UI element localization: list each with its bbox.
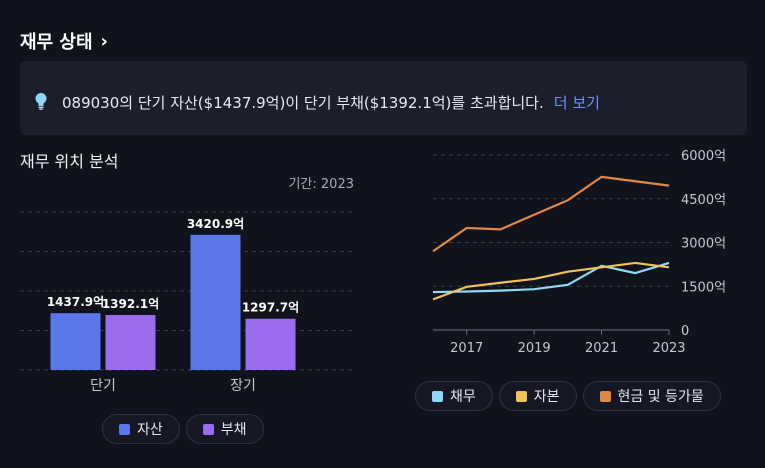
- x-tick-label: 2019: [518, 341, 551, 356]
- x-tick-label: 2021: [585, 341, 618, 356]
- legend-item-liabilities[interactable]: 부채: [185, 414, 264, 444]
- y-tick-label: 6000억: [681, 149, 726, 164]
- legend-swatch: [599, 390, 611, 402]
- bar-liabilities-0: [105, 315, 156, 370]
- legend-swatch: [515, 390, 527, 402]
- legend-label: 채무: [450, 389, 476, 405]
- legend-item-cash[interactable]: 현금 및 등가물: [582, 381, 721, 411]
- more-link[interactable]: 더 보기: [553, 94, 600, 112]
- bar-assets-1: [190, 234, 241, 370]
- insight-banner: 089030의 단기 자산($1437.9억)이 단기 부채($1392.1억)…: [20, 61, 747, 135]
- section-header[interactable]: 재무 상태 ›: [20, 28, 108, 54]
- legend-item-assets[interactable]: 자산: [102, 414, 180, 444]
- legend-swatch: [119, 423, 130, 435]
- bar-assets-0: [50, 313, 101, 370]
- line-legend: 채무 자본 현금 및 등가물: [415, 381, 721, 411]
- equity-line: [432, 261, 670, 301]
- y-tick-label: 1500억: [681, 280, 726, 295]
- position-analysis-title: 재무 위치 분석: [20, 152, 119, 171]
- y-tick-label: 3000억: [681, 237, 726, 252]
- cash-line: [432, 175, 670, 253]
- period-label: 기간: 2023: [288, 177, 354, 192]
- legend-label: 자산: [137, 422, 163, 438]
- bar-liabilities-1: [245, 318, 296, 370]
- legend-swatch: [432, 390, 443, 402]
- insight-message: 089030의 단기 자산($1437.9억)이 단기 부채($1392.1억)…: [62, 94, 544, 112]
- debt-line: [432, 261, 670, 294]
- bar-legend: 자산 부채: [102, 414, 264, 444]
- legend-swatch: [202, 423, 214, 435]
- x-tick-label: 2017: [450, 341, 483, 356]
- bar-category-label: 장기: [230, 378, 256, 394]
- x-tick-label: 2023: [652, 341, 685, 356]
- y-tick-label: 4500억: [681, 193, 726, 208]
- lightbulb-icon: [35, 93, 47, 110]
- legend-label: 부채: [220, 422, 247, 438]
- bar-value-label: 1437.9억: [47, 295, 104, 309]
- legend-label: 현금 및 등가물: [617, 389, 704, 405]
- bar-value-label: 1392.1억: [102, 297, 159, 311]
- chevron-right-icon: ›: [100, 30, 108, 52]
- legend-item-debt[interactable]: 채무: [415, 381, 493, 411]
- y-tick-label: 0: [681, 324, 689, 339]
- legend-item-equity[interactable]: 자본: [498, 381, 577, 411]
- legend-label: 자본: [533, 389, 560, 405]
- section-title: 재무 상태: [20, 32, 93, 53]
- bar-category-label: 단기: [90, 378, 116, 394]
- bar-value-label: 1297.7억: [242, 301, 299, 315]
- bar-value-label: 3420.9억: [187, 217, 244, 231]
